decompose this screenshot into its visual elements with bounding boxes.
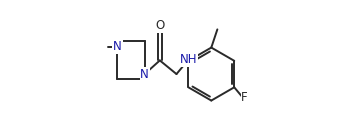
Text: N: N xyxy=(113,40,122,53)
Text: NH: NH xyxy=(180,53,197,66)
Text: N: N xyxy=(140,68,149,81)
Text: O: O xyxy=(155,19,164,32)
Text: F: F xyxy=(241,91,248,104)
